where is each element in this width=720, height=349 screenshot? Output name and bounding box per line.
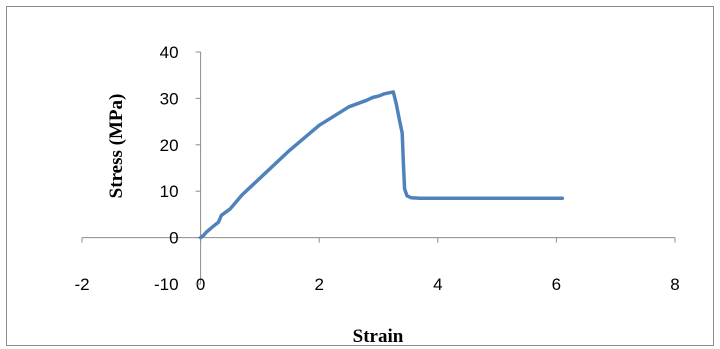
axes — [82, 52, 675, 284]
y-tick-label: 20 — [160, 136, 179, 155]
y-axis-title: Stress (MPa) — [106, 94, 127, 199]
y-ticks: -10 0 10 20 30 40 — [154, 43, 201, 294]
y-tick-label: 10 — [160, 182, 179, 201]
chart-frame — [6, 6, 714, 346]
x-tick-label: 4 — [433, 275, 442, 294]
y-tick-label: 0 — [169, 229, 178, 248]
y-tick-label: 30 — [160, 89, 179, 108]
x-tick-label: 8 — [670, 275, 679, 294]
y-tick-label: 40 — [160, 43, 179, 62]
x-tick-label: -2 — [74, 275, 89, 294]
y-tick-label: -10 — [154, 275, 179, 294]
x-axis-title: Strain — [353, 326, 404, 347]
series-line-stress-strain — [198, 90, 565, 240]
x-tick-label: 6 — [552, 275, 561, 294]
x-tick-label: 2 — [314, 275, 323, 294]
